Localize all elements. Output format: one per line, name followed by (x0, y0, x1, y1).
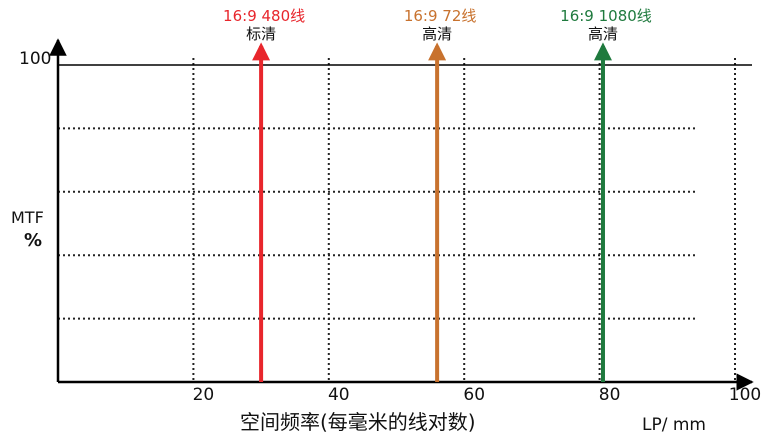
marker-sublabel: 高清 (588, 25, 618, 43)
x-tick-label: 100 (729, 385, 761, 405)
tick-labels: 20 40 60 80 100 100 (19, 49, 761, 405)
y-tick-label: 100 (19, 49, 51, 69)
x-axis-label: 空间频率(每毫米的线对数) (240, 410, 476, 434)
x-tick-label: 80 (599, 385, 621, 405)
x-tick-label: 60 (463, 385, 485, 405)
x-axis-unit: LP/ mm (642, 415, 706, 435)
marker-label: 16:9 480线 (223, 7, 305, 25)
marker-label: 16:9 72线 (404, 7, 477, 25)
x-tick-label: 20 (193, 385, 215, 405)
marker-sublabel: 高清 (422, 25, 452, 43)
y-axis-label-mtf: MTF (11, 208, 44, 227)
marker-label: 16:9 1080线 (560, 7, 652, 25)
grid (58, 58, 736, 382)
marker-sublabel: 标清 (246, 25, 276, 43)
x-tick-label: 40 (328, 385, 350, 405)
y-axis-label-percent: % (24, 230, 42, 251)
